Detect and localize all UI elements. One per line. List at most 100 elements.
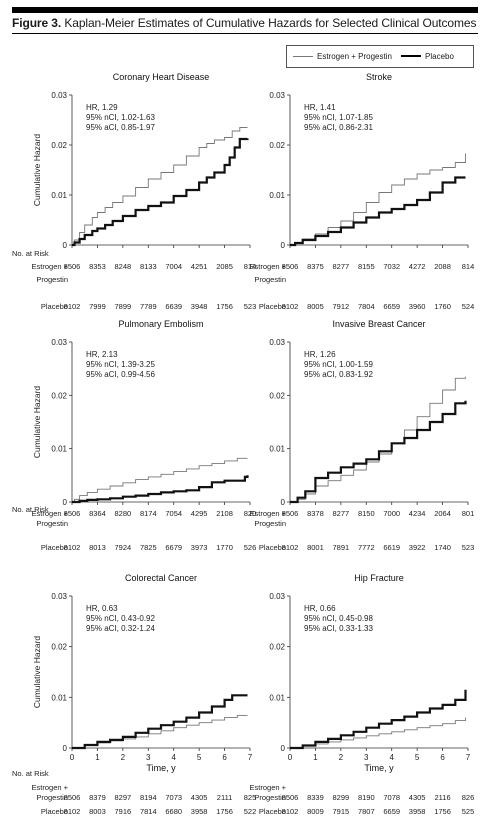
caption-rule xyxy=(12,33,478,34)
chart-3-stat-3: 95% aCI, 0.99-4.56 xyxy=(86,370,155,379)
chart-1-stat-2: 95% nCI, 1.02-1.63 xyxy=(86,113,155,122)
chart-3-y-tick-label: 0.01 xyxy=(51,445,67,454)
chart-2-risk-placebo-value: 7912 xyxy=(333,302,350,311)
chart-5-stat-2: 95% nCI, 0.43-0.92 xyxy=(86,614,155,623)
chart-4-risk-placebo-value: 3922 xyxy=(409,543,426,552)
chart-5-stat-1: HR, 0.63 xyxy=(86,604,118,613)
chart-6-risk-ep-value: 2116 xyxy=(435,793,451,802)
chart-3-risk-ep-value: 8506 xyxy=(64,509,81,518)
chart-3-title: Pulmonary Embolism xyxy=(118,319,203,329)
chart-3-risk-placebo-value: 8102 xyxy=(64,543,81,552)
chart-5-risk-placebo-value: 7814 xyxy=(140,807,157,816)
chart-5-x-axis-label: Time, y xyxy=(146,763,176,773)
chart-2-risk-ep-value: 8155 xyxy=(358,262,375,271)
chart-6-risk-label-ep-1: Estrogen + xyxy=(250,783,287,792)
chart-1-y-axis-label: Cumulative Hazard xyxy=(32,134,42,207)
chart-3-risk-ep-value: 8174 xyxy=(140,509,157,518)
chart-3-risk-ep-value: 2108 xyxy=(216,509,233,518)
chart-2-risk-placebo-value: 8102 xyxy=(282,302,299,311)
chart-5-title: Colorectal Cancer xyxy=(125,573,197,583)
chart-4-risk-placebo-value: 1740 xyxy=(434,543,451,552)
chart-3-risk-ep-value: 8280 xyxy=(115,509,132,518)
chart-6-stat-3: 95% aCI, 0.33-1.33 xyxy=(304,624,373,633)
chart-5-y-tick-label: 0.01 xyxy=(51,693,67,702)
chart-4-risk-ep-value: 8150 xyxy=(358,509,375,518)
chart-5-x-tick-label: 6 xyxy=(222,753,227,762)
chart-6-risk-placebo-value: 6659 xyxy=(383,807,400,816)
chart-1-risk-label-ep-2: Progestin xyxy=(36,275,68,284)
chart-3-risk-heading: No. at Risk xyxy=(12,505,49,514)
chart-6-risk-label-ep-2: Progestin xyxy=(254,793,286,802)
chart-2-y-tick-label: 0.01 xyxy=(269,191,285,200)
chart-3-ep-line xyxy=(72,457,248,503)
chart-4-stat-1: HR, 1.26 xyxy=(304,350,336,359)
chart-5-x-tick-label: 7 xyxy=(248,753,253,762)
chart-6-risk-placebo-value: 8102 xyxy=(282,807,299,816)
chart-5-x-tick-label: 2 xyxy=(121,753,126,762)
chart-1-title: Coronary Heart Disease xyxy=(113,72,210,82)
chart-2-risk-placebo-value: 1760 xyxy=(434,302,451,311)
chart-3-risk-placebo-value: 6679 xyxy=(165,543,182,552)
legend: Estrogen + Progestin Placebo xyxy=(286,45,474,68)
chart-1-risk-placebo-value: 6639 xyxy=(165,302,182,311)
chart-5-stat-3: 95% aCI, 0.32-1.24 xyxy=(86,624,155,633)
chart-2-stat-2: 95% nCI, 1.07-1.85 xyxy=(304,113,373,122)
figure-label: Figure 3. xyxy=(12,16,62,30)
chart-2-risk-ep-value: 814 xyxy=(462,262,475,271)
chart-4-placebo-line xyxy=(290,400,467,504)
chart-2-risk-label-ep-2: Progestin xyxy=(254,275,286,284)
chart-2-risk-placebo-value: 8005 xyxy=(307,302,324,311)
chart-1-risk-ep-value: 4251 xyxy=(191,262,208,271)
chart-1-stat-1: HR, 1.29 xyxy=(86,103,118,112)
chart-6-risk-placebo-value: 3958 xyxy=(409,807,426,816)
chart-1-placebo-line xyxy=(72,137,249,247)
chart-4-risk-placebo-value: 6619 xyxy=(383,543,400,552)
chart-1-y-tick-label: 0.02 xyxy=(51,141,67,150)
chart-2-risk-ep-value: 2088 xyxy=(434,262,451,271)
chart-3-risk-placebo-value: 3973 xyxy=(191,543,208,552)
chart-6-risk-ep-value: 4305 xyxy=(409,793,426,802)
chart-2-risk-ep-value: 8375 xyxy=(307,262,324,271)
chart-6-x-tick-label: 6 xyxy=(440,753,445,762)
chart-6-y-tick-label: 0 xyxy=(281,744,286,753)
chart-2-ep-line xyxy=(290,153,466,246)
chart-2-risk-ep-value: 8506 xyxy=(282,262,299,271)
chart-4-y-tick-label: 0.03 xyxy=(269,338,285,347)
chart-3-risk-placebo-value: 7825 xyxy=(140,543,157,552)
chart-4-risk-placebo-value: 7772 xyxy=(358,543,375,552)
chart-6-risk-ep-value: 8506 xyxy=(282,793,299,802)
figure-top-rule xyxy=(12,7,478,13)
chart-6-placebo-line xyxy=(290,689,467,750)
chart-5-y-axis-label: Cumulative Hazard xyxy=(32,636,42,709)
chart-1-risk-placebo-value: 3948 xyxy=(191,302,208,311)
chart-2-risk-label-placebo: Placebo xyxy=(259,302,286,311)
chart-6-ep-line xyxy=(290,717,466,749)
chart-5-risk-ep-value: 8297 xyxy=(115,793,132,802)
chart-1-risk-ep-value: 2085 xyxy=(216,262,233,271)
chart-1-y-tick-label: 0.03 xyxy=(51,91,67,100)
legend-swatch-ep xyxy=(293,56,313,57)
chart-2-y-tick-label: 0 xyxy=(281,241,286,250)
chart-1-stat-3: 95% aCI, 0.85-1.97 xyxy=(86,123,155,132)
chart-1-risk-placebo-value: 8102 xyxy=(64,302,81,311)
chart-3-y-axis-label: Cumulative Hazard xyxy=(32,386,42,459)
chart-2-y-tick-label: 0.02 xyxy=(269,141,285,150)
chart-6-x-tick-label: 4 xyxy=(389,753,394,762)
chart-4-risk-ep-value: 801 xyxy=(462,509,475,518)
chart-4-ep-line xyxy=(290,376,466,503)
chart-2-risk-label-ep-1: Estrogen + xyxy=(250,262,287,271)
chart-4-risk-label-ep-2: Progestin xyxy=(254,519,286,528)
chart-3-risk-placebo-value: 7924 xyxy=(115,543,132,552)
chart-1-ep-line xyxy=(72,127,248,246)
chart-6-x-tick-label: 2 xyxy=(339,753,344,762)
chart-6-risk-label-placebo: Placebo xyxy=(259,807,286,816)
chart-4-risk-ep-value: 8277 xyxy=(333,509,350,518)
chart-3-risk-placebo-value: 1770 xyxy=(216,543,233,552)
chart-5-y-tick-label: 0.03 xyxy=(51,592,67,601)
chart-4-y-tick-label: 0 xyxy=(281,498,286,507)
chart-6-risk-ep-value: 826 xyxy=(462,793,475,802)
chart-6-stat-2: 95% nCI, 0.45-0.98 xyxy=(304,614,373,623)
chart-2-risk-placebo-value: 7804 xyxy=(358,302,375,311)
chart-6-x-tick-label: 5 xyxy=(415,753,420,762)
chart-3-risk-ep-value: 4295 xyxy=(191,509,208,518)
